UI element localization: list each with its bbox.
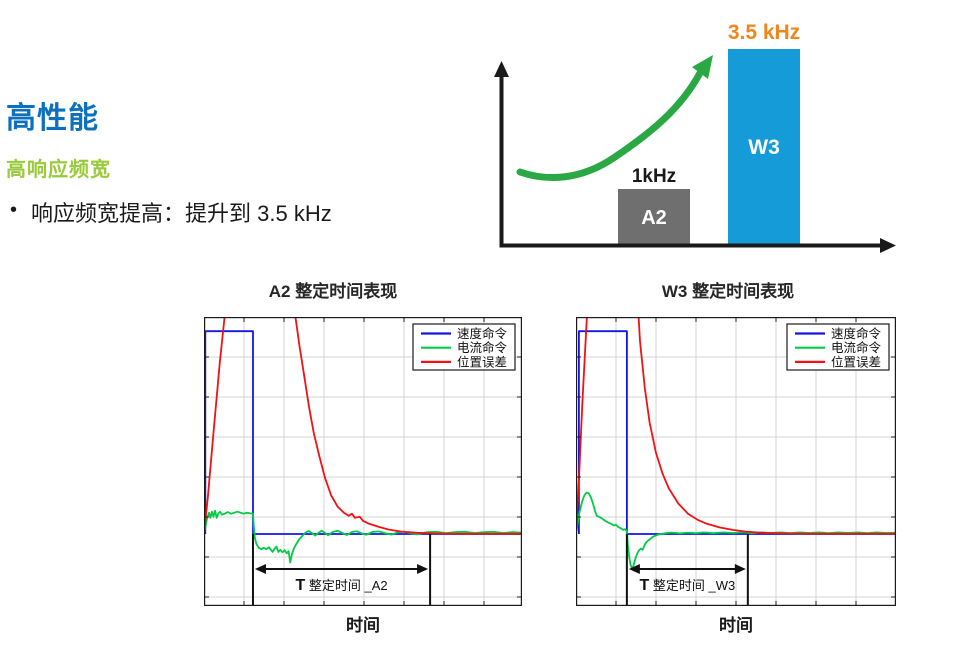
legend-label-2: 位置误差 — [831, 354, 881, 369]
bullet-text: 响应频宽提高：提升到 3.5 kHz — [31, 201, 332, 226]
w3-bar — [728, 49, 800, 245]
arrow-right-head-icon — [417, 564, 429, 575]
legend-label-2: 位置误差 — [457, 354, 507, 369]
arrow-left-head-icon — [628, 564, 640, 575]
arrow-right-head-icon — [734, 564, 746, 575]
a2-bar — [618, 189, 690, 245]
bullet-dot-icon: • — [10, 199, 18, 221]
bandwidth-bar-chart: A2 1kHz W3 3.5 kHz — [494, 21, 896, 253]
x-axis-arrowhead-icon — [880, 238, 896, 253]
w3-bar-label: W3 — [748, 136, 780, 159]
settling-time-markers — [625, 534, 749, 606]
growth-arrowhead-icon — [692, 55, 713, 79]
axis-ticks — [576, 317, 896, 606]
axis-ticks — [204, 317, 522, 606]
arrow-left-head-icon — [254, 564, 266, 575]
section-subtitle: 高响应频宽 — [6, 159, 111, 181]
a2-bar-label: A2 — [641, 207, 667, 229]
series-current-command — [204, 509, 522, 564]
legend-label-0: 速度命令 — [457, 326, 508, 341]
legend-label-0: 速度命令 — [831, 326, 882, 341]
settling-time-label: T 整定时间 _A2 — [295, 577, 387, 594]
growth-arrow — [516, 69, 704, 182]
w3-chart-title: W3 整定时间表现 — [661, 282, 795, 301]
legend-label-1: 电流命令 — [831, 340, 882, 355]
plot-border — [204, 317, 522, 606]
series-position-error — [204, 317, 522, 535]
series-speed-command — [578, 330, 896, 535]
series-position-error — [576, 317, 896, 535]
a2-xaxis-label: 时间 — [346, 616, 380, 635]
grid-lines — [576, 317, 896, 606]
grid-lines — [204, 317, 522, 606]
w3-value-label: 3.5 kHz — [728, 21, 800, 44]
w3-xaxis-label: 时间 — [719, 616, 753, 635]
legend-label-1: 电流命令 — [457, 340, 508, 355]
a2-value-label: 1kHz — [632, 166, 676, 187]
series-group — [204, 317, 522, 564]
bullet-item: • 响应频宽提高：提升到 3.5 kHz — [10, 196, 332, 228]
a2-chart-title: A2 整定时间表现 — [268, 282, 398, 301]
y-axis-arrowhead-icon — [494, 61, 509, 77]
page-title: 高性能 — [6, 102, 99, 135]
settling-time-label: T 整定时间 _W3 — [639, 577, 735, 594]
bar-chart-axes — [499, 75, 882, 248]
settling-time-markers — [251, 534, 432, 606]
series-group — [576, 317, 896, 570]
